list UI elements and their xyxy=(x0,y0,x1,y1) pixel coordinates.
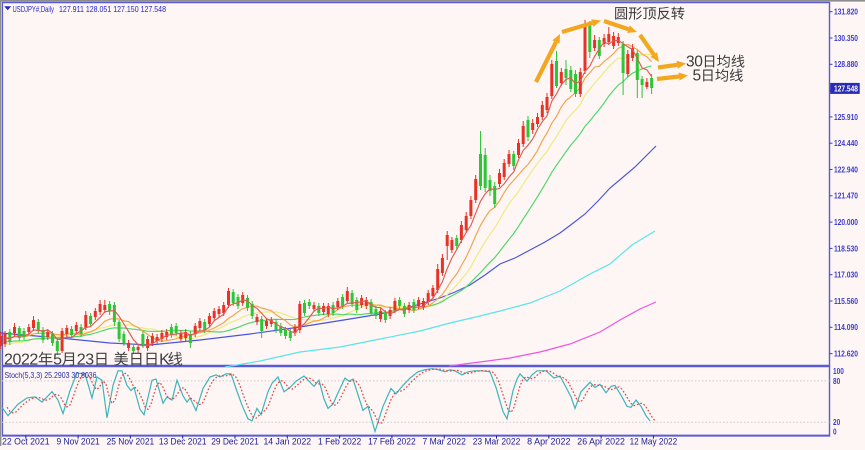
svg-text:3: 3 xyxy=(85,352,94,369)
svg-text:29 Dec 2021: 29 Dec 2021 xyxy=(211,437,259,447)
svg-text:25 Nov 2021: 25 Nov 2021 xyxy=(107,437,155,447)
svg-text:80: 80 xyxy=(833,376,840,386)
svg-text:9 Nov 2021: 9 Nov 2021 xyxy=(56,437,99,447)
svg-text:20: 20 xyxy=(833,417,840,427)
svg-text:130.350: 130.350 xyxy=(834,33,858,43)
svg-text:128.880: 128.880 xyxy=(834,59,858,69)
svg-text:5: 5 xyxy=(693,68,702,85)
svg-text:2: 2 xyxy=(29,352,38,369)
svg-text:121.470: 121.470 xyxy=(834,191,858,201)
svg-text:K: K xyxy=(159,352,170,369)
svg-text:0: 0 xyxy=(833,426,837,436)
svg-text:7 Mar 2022: 7 Mar 2022 xyxy=(423,437,466,447)
svg-text:120.000: 120.000 xyxy=(834,217,858,227)
svg-text:127.548: 127.548 xyxy=(834,84,858,94)
svg-text:1 Feb 2022: 1 Feb 2022 xyxy=(318,437,361,447)
svg-text:14 Jan 2022: 14 Jan 2022 xyxy=(264,437,312,447)
svg-text:12 May 2022: 12 May 2022 xyxy=(630,437,678,447)
svg-text:26 Apr 2022: 26 Apr 2022 xyxy=(577,437,625,447)
svg-text:118.530: 118.530 xyxy=(834,243,858,253)
svg-text:2: 2 xyxy=(21,352,30,369)
svg-text:122.940: 122.940 xyxy=(834,164,858,174)
svg-text:3: 3 xyxy=(686,54,695,71)
svg-text:5: 5 xyxy=(53,352,62,369)
svg-text:0: 0 xyxy=(694,54,703,71)
svg-text:125.910: 125.910 xyxy=(834,112,858,122)
svg-text:23 Mar 2022: 23 Mar 2022 xyxy=(473,437,521,447)
svg-text:Stoch(5,3,3) 25.2903 30.8036: Stoch(5,3,3) 25.2903 30.8036 xyxy=(5,370,97,380)
svg-text:117.030: 117.030 xyxy=(834,270,858,280)
svg-text:13 Dec 2021: 13 Dec 2021 xyxy=(159,437,207,447)
svg-text:22 Oct 2021: 22 Oct 2021 xyxy=(2,437,50,447)
svg-text:115.560: 115.560 xyxy=(834,296,858,306)
svg-text:114.090: 114.090 xyxy=(834,322,858,332)
svg-text:124.440: 124.440 xyxy=(834,138,858,148)
svg-text:127.911 128.051 127.150 127.54: 127.911 128.051 127.150 127.548 xyxy=(59,4,166,14)
svg-text:131.820: 131.820 xyxy=(834,7,858,17)
svg-text:100: 100 xyxy=(833,366,844,376)
svg-text:2: 2 xyxy=(77,352,86,369)
svg-text:8 Apr 2022: 8 Apr 2022 xyxy=(527,437,570,447)
svg-text:0: 0 xyxy=(13,352,22,369)
svg-text:112.620: 112.620 xyxy=(834,349,858,359)
svg-text:17 Feb 2022: 17 Feb 2022 xyxy=(368,437,416,447)
svg-text:USDJPY#,Daily: USDJPY#,Daily xyxy=(13,4,55,14)
svg-text:2: 2 xyxy=(4,352,13,369)
